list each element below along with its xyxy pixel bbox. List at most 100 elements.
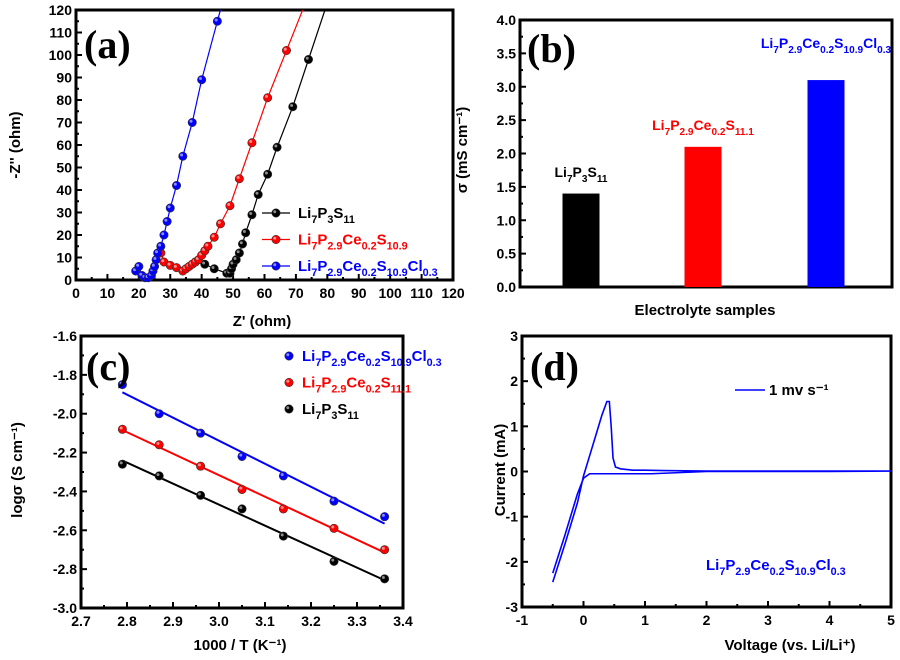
data-point-2 <box>172 181 182 191</box>
panel-c: 2.7 2.8 2.9 3.0 3.1 3.2 3.3 3.4 -3.0 -2.8 -2.6 -2.4… <box>9 328 442 654</box>
legend-marker-1-highlight <box>273 236 277 240</box>
y-tick-label: -2.6 <box>53 522 77 538</box>
data-point-0-highlight <box>197 430 201 434</box>
data-point-0-highlight <box>255 191 259 195</box>
data-point-2 <box>196 490 206 500</box>
panel-label-d: (d) <box>530 344 579 389</box>
y-tick-label: 3 <box>510 328 518 344</box>
data-point-0 <box>154 409 164 419</box>
y-tick-label: 0.0 <box>497 279 517 295</box>
data-point-1-highlight <box>161 259 165 263</box>
data-point-0-highlight <box>290 103 294 107</box>
data-point-1 <box>263 93 273 103</box>
data-point-2-highlight <box>139 272 143 276</box>
cv-curve-0 <box>551 400 892 583</box>
data-point-0-highlight <box>236 250 240 254</box>
data-point-0 <box>234 248 244 258</box>
y-tick-label: 20 <box>56 227 72 243</box>
data-point-2-highlight <box>153 256 157 260</box>
data-point-2-highlight <box>119 461 123 465</box>
data-point-2 <box>159 230 169 240</box>
data-point-1 <box>216 219 226 229</box>
panel-label-a: (a) <box>84 22 131 67</box>
x-tick-label: 3.1 <box>255 613 275 629</box>
data-point-1-highlight <box>331 525 335 529</box>
data-point-2-highlight <box>158 243 162 247</box>
x-axis-label: Z' (ohm) <box>233 313 292 330</box>
data-point-0 <box>272 142 282 152</box>
x-tick-label: 70 <box>288 285 304 301</box>
legend-label-0: 1 mv s⁻¹ <box>769 382 829 399</box>
annotation-formula: Li7P2.9Ce0.2S10.9Cl0.3 <box>706 557 846 578</box>
y-tick-label: 110 <box>49 25 72 41</box>
data-point-2-highlight <box>156 473 160 477</box>
data-point-1 <box>196 461 206 471</box>
legend-label-2: Li7P2.9Ce0.2S10.9Cl0.3 <box>298 258 438 279</box>
data-point-2-highlight <box>167 205 171 209</box>
data-point-1 <box>237 484 247 494</box>
x-tick-label: 20 <box>131 285 147 301</box>
legend-marker-2 <box>284 404 294 414</box>
data-point-2-highlight <box>331 558 335 562</box>
data-point-1-highlight <box>197 463 201 467</box>
x-tick-label: 3.3 <box>347 613 367 629</box>
series-line-2 <box>135 10 221 279</box>
data-point-2 <box>178 151 188 161</box>
x-tick-label: -1 <box>516 612 529 628</box>
data-point-0-highlight <box>305 56 309 60</box>
y-tick-label: -2 <box>506 554 519 570</box>
data-point-2-highlight <box>239 506 243 510</box>
y-axis-label: -Z'' (ohm) <box>7 111 24 178</box>
y-axis-label: Current (mA) <box>492 424 509 517</box>
data-point-0 <box>329 496 339 506</box>
legend-marker-0 <box>284 351 294 361</box>
data-point-2 <box>187 118 197 128</box>
data-point-0 <box>303 54 313 64</box>
data-point-0 <box>380 512 390 522</box>
data-point-1-highlight <box>119 426 123 430</box>
data-point-1-highlight <box>217 220 221 224</box>
y-tick-label: 30 <box>56 205 72 221</box>
data-point-2 <box>156 241 166 251</box>
y-tick-label: 0 <box>64 272 72 288</box>
x-tick-label: 110 <box>410 285 433 301</box>
data-point-0-highlight <box>264 171 268 175</box>
x-tick-label: 5 <box>887 612 895 628</box>
data-point-2-highlight <box>197 492 201 496</box>
x-axis-label: Electrolyte samples <box>635 302 776 319</box>
data-point-0 <box>238 239 248 249</box>
legend-label-0: Li7P3S11 <box>298 205 355 226</box>
bar-label-1: Li7P2.9Ce0.2S11.1 <box>652 117 754 138</box>
x-tick-label: 90 <box>351 285 367 301</box>
bar-0 <box>562 193 600 287</box>
y-tick-label: -3 <box>506 599 519 615</box>
legend-marker-0-highlight <box>286 353 290 357</box>
panel-label-b: (b) <box>527 26 576 71</box>
data-point-1 <box>278 504 288 514</box>
y-tick-label: -2.8 <box>53 561 77 577</box>
x-tick-label: 2.9 <box>163 613 183 629</box>
data-point-2-highlight <box>214 18 218 22</box>
data-point-2 <box>134 261 144 271</box>
data-point-1 <box>380 545 390 555</box>
data-point-2-highlight <box>173 182 177 186</box>
x-tick-label: 30 <box>162 285 178 301</box>
data-point-1 <box>117 424 127 434</box>
legend-marker-0 <box>271 208 281 218</box>
data-point-1-highlight <box>156 442 160 445</box>
data-point-0-highlight <box>239 453 243 457</box>
data-point-0-highlight <box>331 498 335 502</box>
data-point-2 <box>212 16 222 26</box>
legend-marker-0-highlight <box>273 210 277 214</box>
x-tick-label: 1 <box>641 612 649 628</box>
y-tick-label: 2 <box>510 373 518 389</box>
data-point-2 <box>278 531 288 541</box>
fit-line-0 <box>121 391 386 525</box>
x-tick-label: 40 <box>194 285 210 301</box>
y-tick-label: 4.0 <box>497 12 517 28</box>
data-point-0 <box>247 210 257 220</box>
x-tick-label: 2.8 <box>117 613 137 629</box>
data-point-0 <box>237 451 247 461</box>
y-tick-label: 90 <box>56 70 72 86</box>
